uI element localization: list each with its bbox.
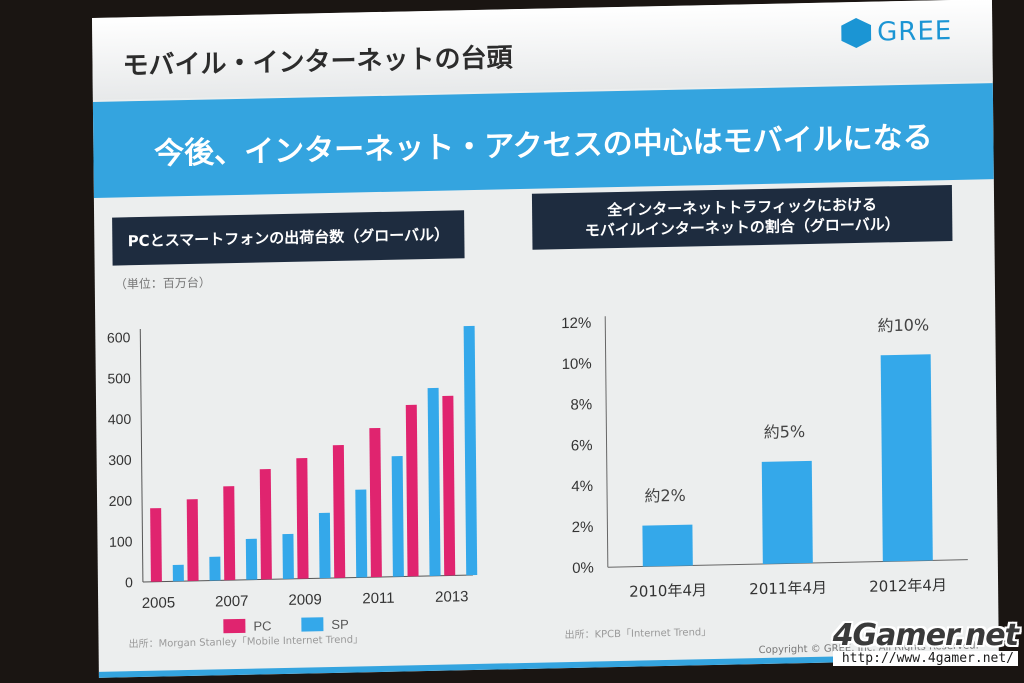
- watermark-url: http://www.4gamer.net/: [832, 651, 1018, 666]
- y-tick-label: 8%: [570, 396, 592, 413]
- bar-sp-2011: [391, 456, 404, 577]
- slide-title: モバイル・インターネットの台頭: [122, 43, 513, 82]
- bar-sp-2007: [245, 538, 258, 580]
- headline-banner: 今後、インターネット・アクセスの中心はモバイルになる: [92, 83, 994, 198]
- y-tick-label: 100: [109, 533, 133, 549]
- brand-name: GREE: [877, 15, 953, 48]
- bar-sp-2008: [282, 533, 294, 580]
- y-tick-label: 6%: [571, 437, 593, 454]
- bar-pc-2009: [296, 458, 309, 579]
- right-source-note: 出所：KPCB「Internet Trend」: [564, 627, 712, 642]
- hexagon-icon: [841, 18, 871, 49]
- bar-sp-2005: [172, 564, 184, 582]
- brand-logo: GREE: [841, 16, 952, 48]
- headline-text: 今後、インターネット・アクセスの中心はモバイルになる: [154, 120, 933, 172]
- y-axis-line: [139, 328, 144, 582]
- x-tick-label: 2011: [362, 590, 394, 608]
- legend-swatch-sp: [301, 617, 324, 632]
- x-tick-label: 2012年4月: [869, 576, 947, 596]
- y-tick-label: 200: [109, 493, 133, 509]
- mobile-share-bar-chart: 0% 2% 4% 6% 8% 10% 12% 約2% 2010年4月 約5% 2011年4月 約10%…: [561, 315, 968, 601]
- y-tick-label: 300: [108, 452, 132, 468]
- site-watermark: 4Gamer.net http://www.4gamer.net/: [832, 618, 1019, 666]
- bar-pc-2011: [369, 427, 382, 578]
- watermark-logo: 4Gamer.net: [832, 618, 1019, 653]
- y-tick-label: 500: [107, 370, 131, 386]
- bar-sp-2012: [427, 387, 441, 576]
- y-axis-line: [604, 316, 609, 568]
- bar-sp-2013: [463, 325, 478, 576]
- y-tick-label: 0%: [572, 560, 594, 577]
- y-tick-label: 10%: [562, 355, 592, 373]
- shipments-bar-chart: 0 100 200 300 400 500 600 2005 2007 2009 2011 2013 P…: [107, 325, 478, 634]
- right-chart-header: 全インターネットトラフィックにおける モバイルインターネットの割合（グローバル）: [531, 184, 953, 250]
- bar-pc-2007: [223, 486, 236, 581]
- unit-label: （単位：百万台）: [114, 275, 211, 292]
- x-tick-label: 2013: [435, 588, 469, 606]
- y-tick-label: 400: [108, 411, 132, 427]
- bar-pc-2012: [405, 404, 419, 577]
- x-tick-label: 2010年4月: [629, 581, 707, 601]
- bar-sp-2009: [318, 512, 331, 579]
- left-chart-title: PCとスマートフォンの出荷台数（グローバル）: [127, 225, 450, 251]
- y-tick-label: 0: [125, 574, 133, 590]
- bar-pc-2008: [259, 469, 272, 580]
- presentation-slide: モバイル・インターネットの台頭 GREE 今後、インターネット・アクセスの中心は…: [92, 0, 999, 678]
- y-tick-label: 600: [107, 329, 131, 345]
- y-tick-label: 2%: [572, 519, 594, 536]
- y-tick-label: 12%: [561, 315, 591, 333]
- bar-pc-2006: [186, 499, 199, 582]
- bar-pc-2010: [332, 445, 346, 578]
- legend-label-pc: PC: [253, 618, 271, 633]
- x-tick-label: 2005: [142, 594, 176, 612]
- x-tick-label: 2007: [215, 593, 249, 611]
- bar-2011年4月: [761, 460, 813, 564]
- bar-sp-2010: [355, 489, 368, 578]
- bar-pc-2005: [150, 508, 162, 582]
- data-label: 約10%: [877, 315, 929, 335]
- legend-swatch-pc: [223, 618, 246, 634]
- x-tick-label: 2011年4月: [749, 579, 827, 599]
- data-label: 約5%: [764, 422, 806, 442]
- x-tick-label: 2009: [288, 591, 322, 609]
- data-label: 約2%: [644, 486, 686, 506]
- legend-label-sp: SP: [331, 617, 348, 632]
- y-tick-label: 4%: [571, 478, 593, 495]
- bar-2012年4月: [880, 354, 933, 562]
- bar-2010年4月: [642, 524, 693, 567]
- left-chart-header: PCとスマートフォンの出荷台数（グローバル）: [112, 210, 465, 266]
- bar-sp-2006: [209, 556, 221, 581]
- bar-pc-2013: [442, 395, 456, 576]
